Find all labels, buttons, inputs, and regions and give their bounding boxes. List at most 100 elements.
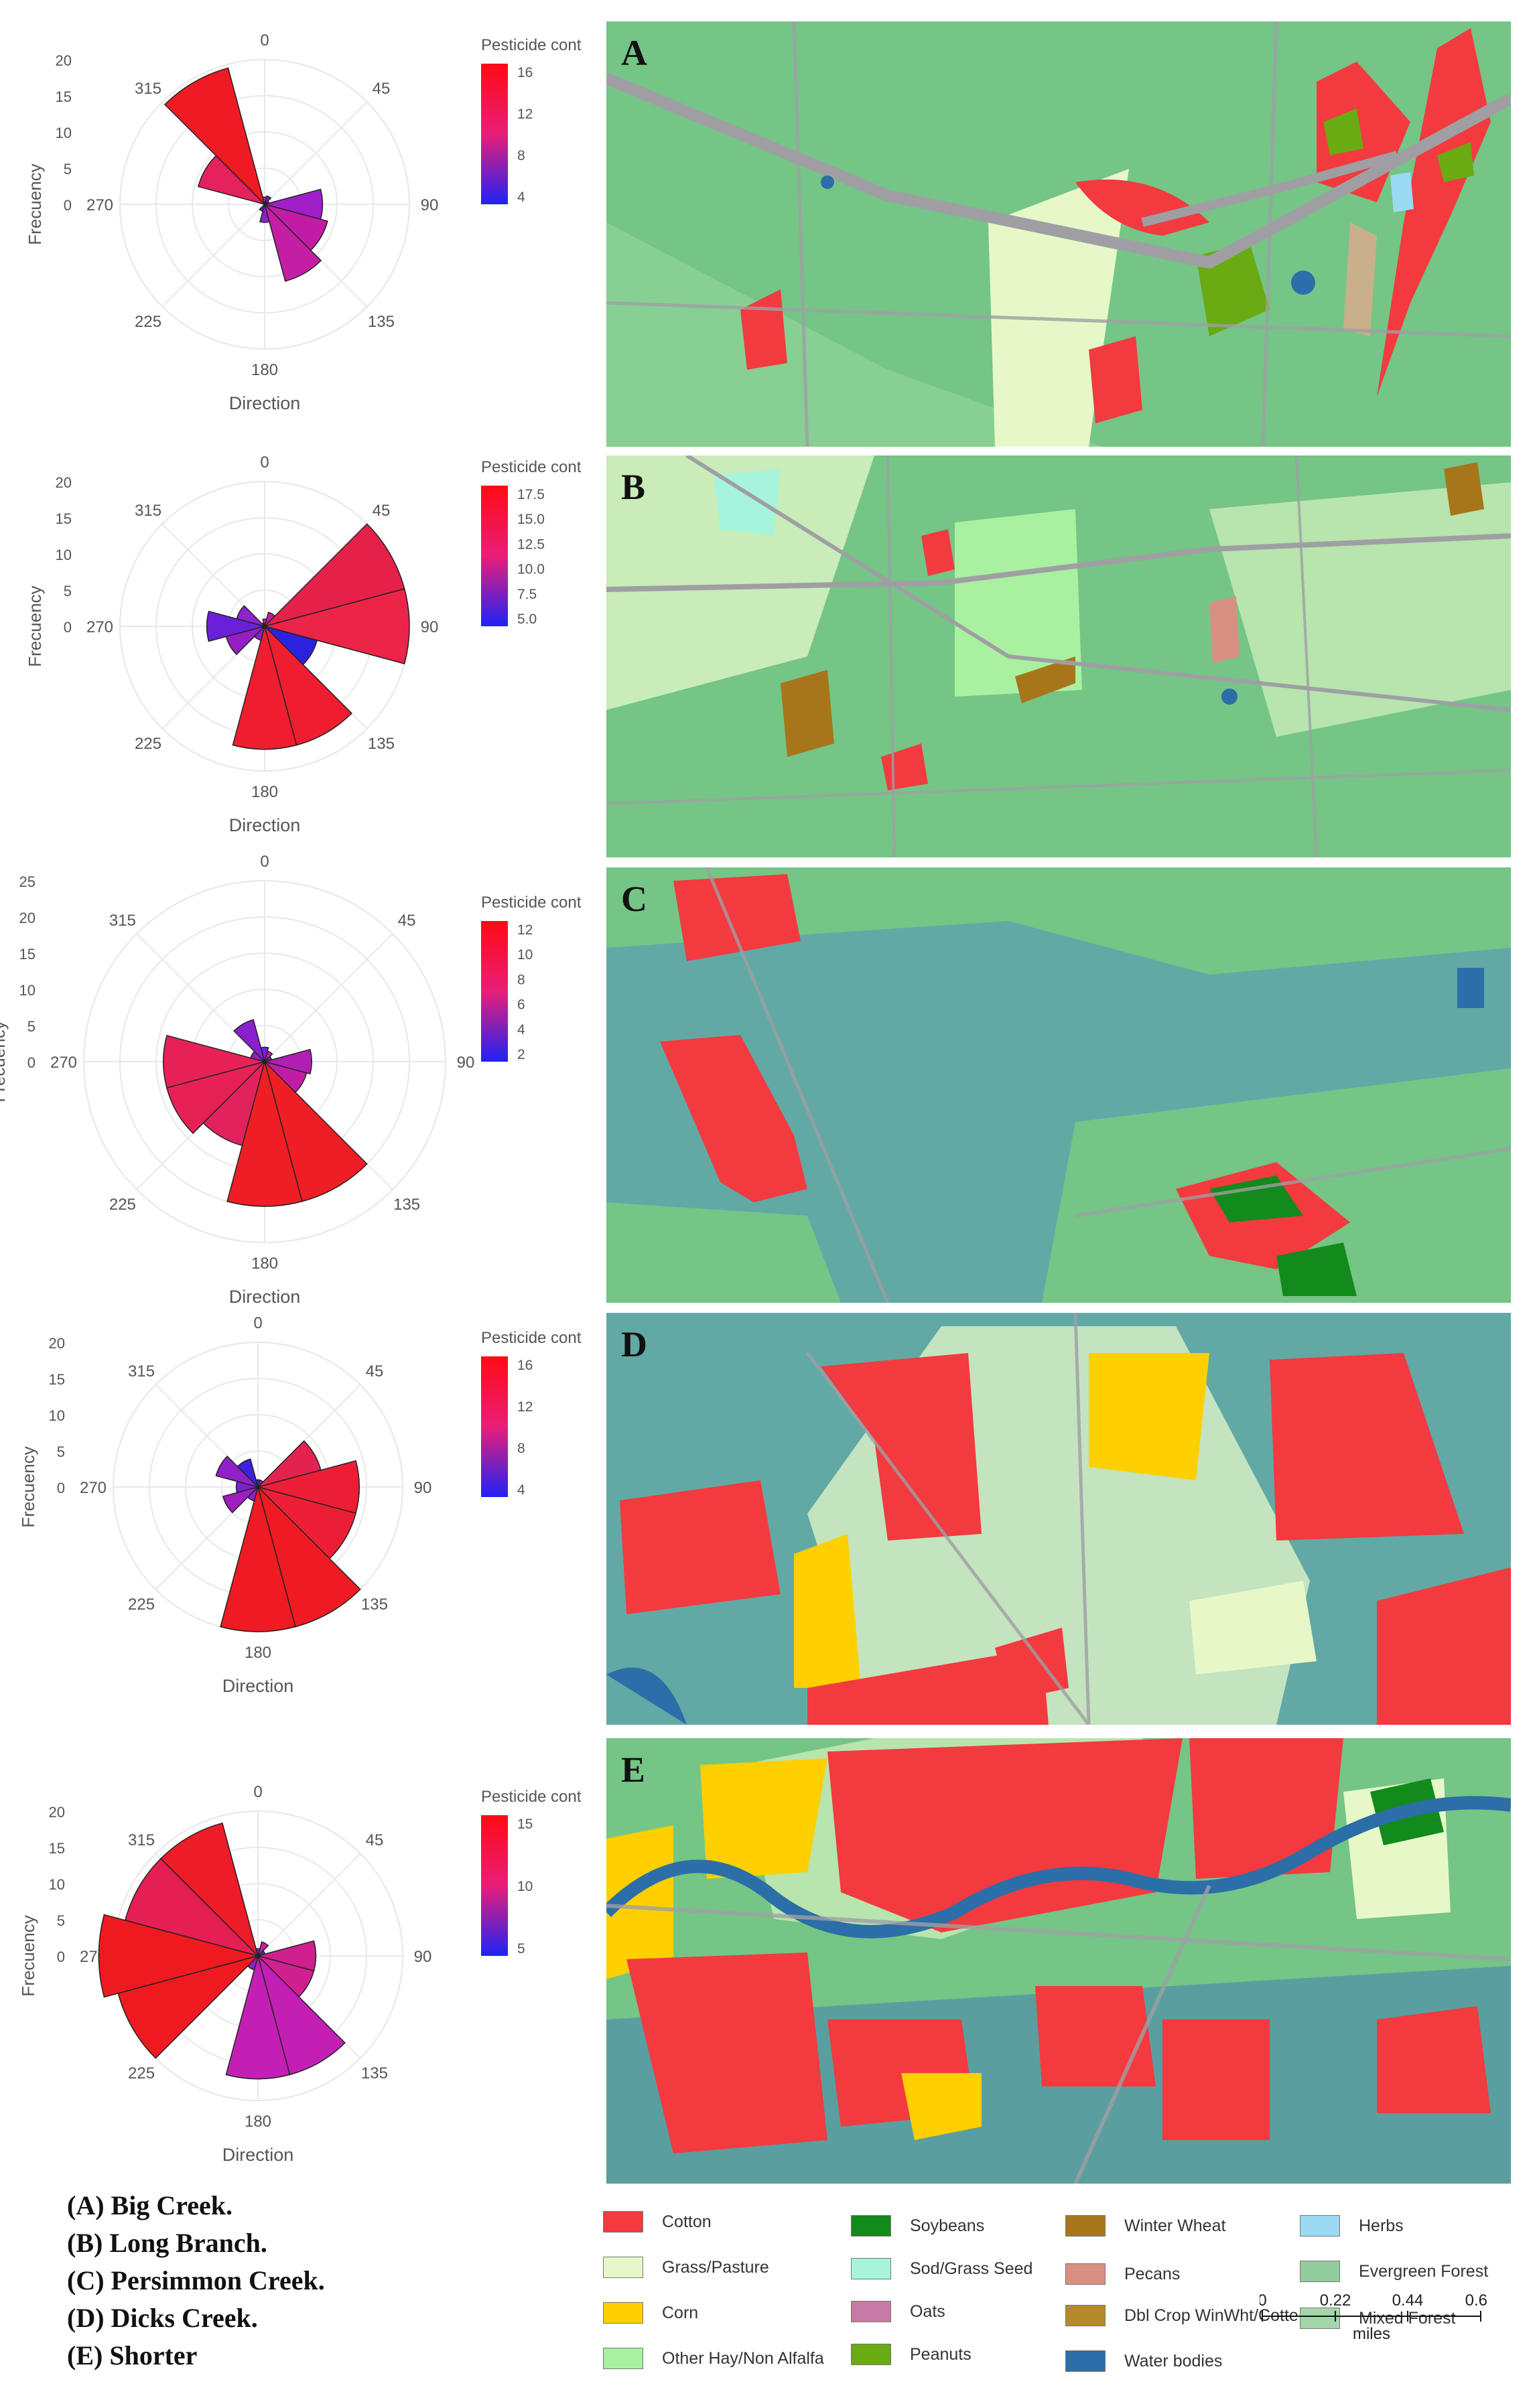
legend-item-sod: Sod/Grass Seed [851,2255,1032,2282]
colorbar-tick-label: 12 [517,1399,533,1415]
grid-spoke [161,204,265,307]
radial-tick-label: 10 [49,1407,65,1424]
legend-swatch [1065,2263,1106,2285]
legend-label: Grass/Pasture [662,2257,769,2277]
legend-label: Sod/Grass Seed [910,2259,1033,2278]
radial-tick-label: 0 [64,197,72,214]
caption-a: (A) Big Creek. [67,2190,232,2220]
rose-sector [225,1954,291,2080]
rose-sector [263,523,405,628]
x-axis-label: Direction [222,1676,294,1696]
legend-label: Winter Wheat [1124,2216,1226,2235]
scale-tick-0: 0 [1260,2291,1267,2310]
radial-tick-label: 0 [57,1480,65,1496]
x-axis-label: Direction [222,2145,294,2165]
radial-tick-label: 10 [56,547,72,563]
radial-tick-label: 0 [57,1949,65,1965]
rose-sector [259,202,266,212]
legend-swatch [603,2211,643,2233]
legend-label: Evergreen Forest [1359,2261,1489,2281]
angle-label: 135 [361,2064,388,2082]
legend-item-corn: Corn [603,2299,698,2326]
radial-tick-label: 20 [49,1335,65,1352]
rose-sector [257,1954,346,2076]
colorbar-tick-label: 12.5 [517,537,545,552]
rose-sector [202,1060,266,1147]
angle-label: 135 [361,1596,388,1614]
scale-unit: miles [1353,2325,1390,2343]
panel-letter-b: B [621,467,646,507]
map-panel-e: E [606,1738,1511,2184]
radial-tick-label: 15 [49,1840,65,1857]
y-axis-label: Frecuency [0,1021,9,1102]
legend-swatch [603,2257,643,2278]
angle-label: 225 [128,1596,155,1614]
rose-sector [166,1060,267,1134]
radial-tick-label: 5 [64,161,72,178]
y-axis-label: Frecuency [18,1915,38,1996]
land-cover-map-b [606,455,1511,857]
angle-label: 0 [260,853,269,871]
legend-label: Soybeans [910,2216,985,2235]
colorbar-tick-label: 5 [517,1941,525,1957]
colorbar-tick-label: 8 [517,972,525,987]
radial-tick-label: 5 [57,1443,65,1460]
rose-sector [124,1857,260,1957]
colorbar-tick-label: 4 [517,190,525,205]
colorbar-tick-label: 5.0 [517,612,537,627]
panel-letter-a: A [621,33,647,73]
legend-label: Pecans [1124,2264,1181,2283]
rose-sector [117,1955,260,2059]
angle-label: 90 [414,1479,432,1497]
angle-label: 315 [135,502,161,520]
colorbar-title: Pesticide cont [481,1788,582,1806]
legend-swatch [1300,2261,1340,2282]
caption-b: (B) Long Branch. [67,2228,267,2258]
colorbar-tick-label: 17.5 [517,487,545,502]
rose-sector [225,625,267,656]
legend-item-cotton: Cotton [603,2208,712,2235]
panel-letter-c: C [621,879,647,919]
y-axis-label: Frecuency [25,585,45,666]
rose-sector [262,618,267,628]
angle-label: 0 [253,1314,262,1332]
angle-label: 225 [135,735,161,753]
colorbar-title: Pesticide cont [481,36,582,54]
colorbar-tick-label: 7.5 [517,587,537,602]
legend-label: Water bodies [1124,2351,1223,2370]
radial-tick-label: 20 [56,474,72,491]
colorbar-tick-label: 12 [517,107,533,122]
legend-swatch [603,2348,643,2369]
legend-item-dbl-crop: Dbl Crop WinWht/Cotte [1065,2302,1298,2329]
angle-label: 180 [251,1255,278,1273]
rose-sector [232,624,297,750]
angle-label: 180 [251,361,278,379]
legend-item-water: Water bodies [1065,2348,1222,2375]
legend-label: Cotton [662,2212,712,2231]
rose-sector [260,1046,269,1064]
rose-sector [197,155,267,206]
legend-item-winter-wheat: Winter Wheat [1065,2212,1225,2239]
map-panel-c: C [606,867,1511,1303]
legend-swatch [603,2302,643,2324]
colorbar [481,486,508,626]
rose-sector [247,1485,259,1502]
land-cover-map-d [606,1313,1511,1725]
legend-label: Peanuts [910,2344,972,2364]
scale-tick-3: 0.67 [1465,2291,1487,2310]
angle-label: 45 [366,1362,384,1380]
caption-c: (C) Persimmon Creek. [67,2265,325,2295]
legend-item-other-hay: Other Hay/Non Alfalfa [603,2345,824,2372]
angle-label: 0 [260,31,269,50]
colorbar-tick-label: 4 [517,1022,525,1038]
angle-label: 225 [128,2064,155,2082]
angle-label: 0 [253,1783,262,1801]
rose-sector [263,624,352,746]
land-cover-map-c [606,867,1511,1303]
radial-tick-label: 10 [56,125,72,141]
colorbar-tick-label: 10.0 [517,562,545,577]
colorbar-tick-label: 2 [517,1047,525,1062]
rose-sector [263,588,410,664]
caption-d: (D) Dicks Creek. [67,2303,258,2333]
legend-item-oats: Oats [851,2298,945,2325]
